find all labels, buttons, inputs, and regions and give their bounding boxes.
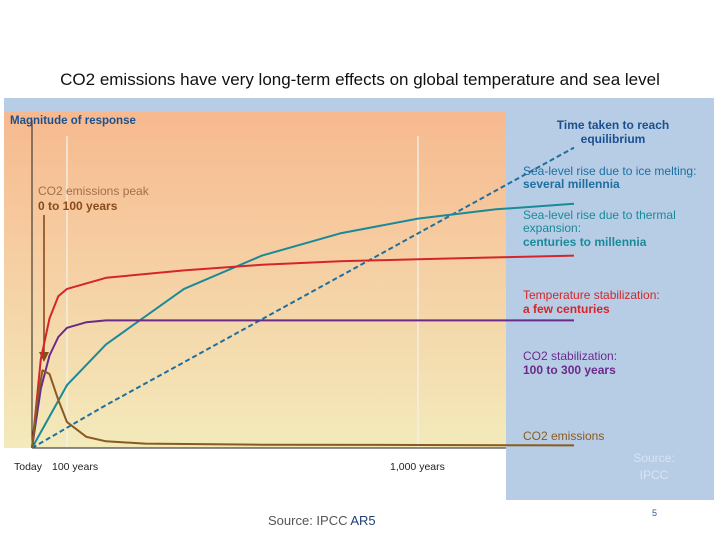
series-label-thermal-expansion-timescale: centuries to millennia <box>523 235 647 249</box>
x-tick-today: Today <box>14 461 43 473</box>
peak-annotation-line1: CO2 emissions peak <box>38 184 150 198</box>
page-number: 5 <box>652 508 658 518</box>
series-line-sea-ice <box>31 146 575 449</box>
overlay-source-line2: IPCC <box>640 468 669 482</box>
slide-title: CO2 emissions have very long-term effect… <box>60 70 660 89</box>
series-label-thermal-expansion-name-cont: expansion: <box>523 221 581 235</box>
footer-source-suffix: AR5 <box>350 513 376 528</box>
x-tick-100-years: 100 years <box>52 461 98 473</box>
right-header-line2: equilibrium <box>581 132 646 146</box>
right-header-line1: Time taken to reach <box>557 118 670 132</box>
chart-svg: Magnitude of response Time taken to reac… <box>4 98 714 500</box>
footer-source-prefix: Source: IPCC <box>268 513 351 528</box>
series-line-co2-emissions <box>31 369 575 449</box>
series-label-co2-stabilization-timescale: 100 to 300 years <box>523 363 616 377</box>
series-label-sea-ice-timescale: several millennia <box>523 177 620 191</box>
series-label-temperature-timescale: a few centuries <box>523 302 610 316</box>
series-line-temperature <box>31 254 575 449</box>
series-labels: Sea-level rise due to ice melting:severa… <box>523 164 696 443</box>
series-label-temperature-name: Temperature stabilization: <box>523 288 660 302</box>
chart-figure: Magnitude of response Time taken to reac… <box>4 98 714 500</box>
x-tick-1000-years: 1,000 years <box>390 461 445 473</box>
footer-source: Source: IPCC AR5 <box>268 513 376 528</box>
peak-annotation-line2: 0 to 100 years <box>38 199 118 213</box>
series-lines <box>31 146 575 449</box>
y-axis-label: Magnitude of response <box>10 115 136 127</box>
series-label-co2-stabilization-name: CO2 stabilization: <box>523 349 617 363</box>
right-panel <box>506 112 714 448</box>
series-label-co2-emissions-name: CO2 emissions <box>523 429 604 443</box>
series-label-thermal-expansion-name: Sea-level rise due to thermal <box>523 208 676 222</box>
series-line-co2-stabilization <box>31 319 574 449</box>
plot-area-background <box>4 112 506 448</box>
series-label-sea-ice-name: Sea-level rise due to ice melting: <box>523 164 696 178</box>
series-line-thermal-expansion <box>31 202 575 449</box>
overlay-source-line1: Source: <box>633 451 674 465</box>
x-axis-band <box>4 448 506 500</box>
